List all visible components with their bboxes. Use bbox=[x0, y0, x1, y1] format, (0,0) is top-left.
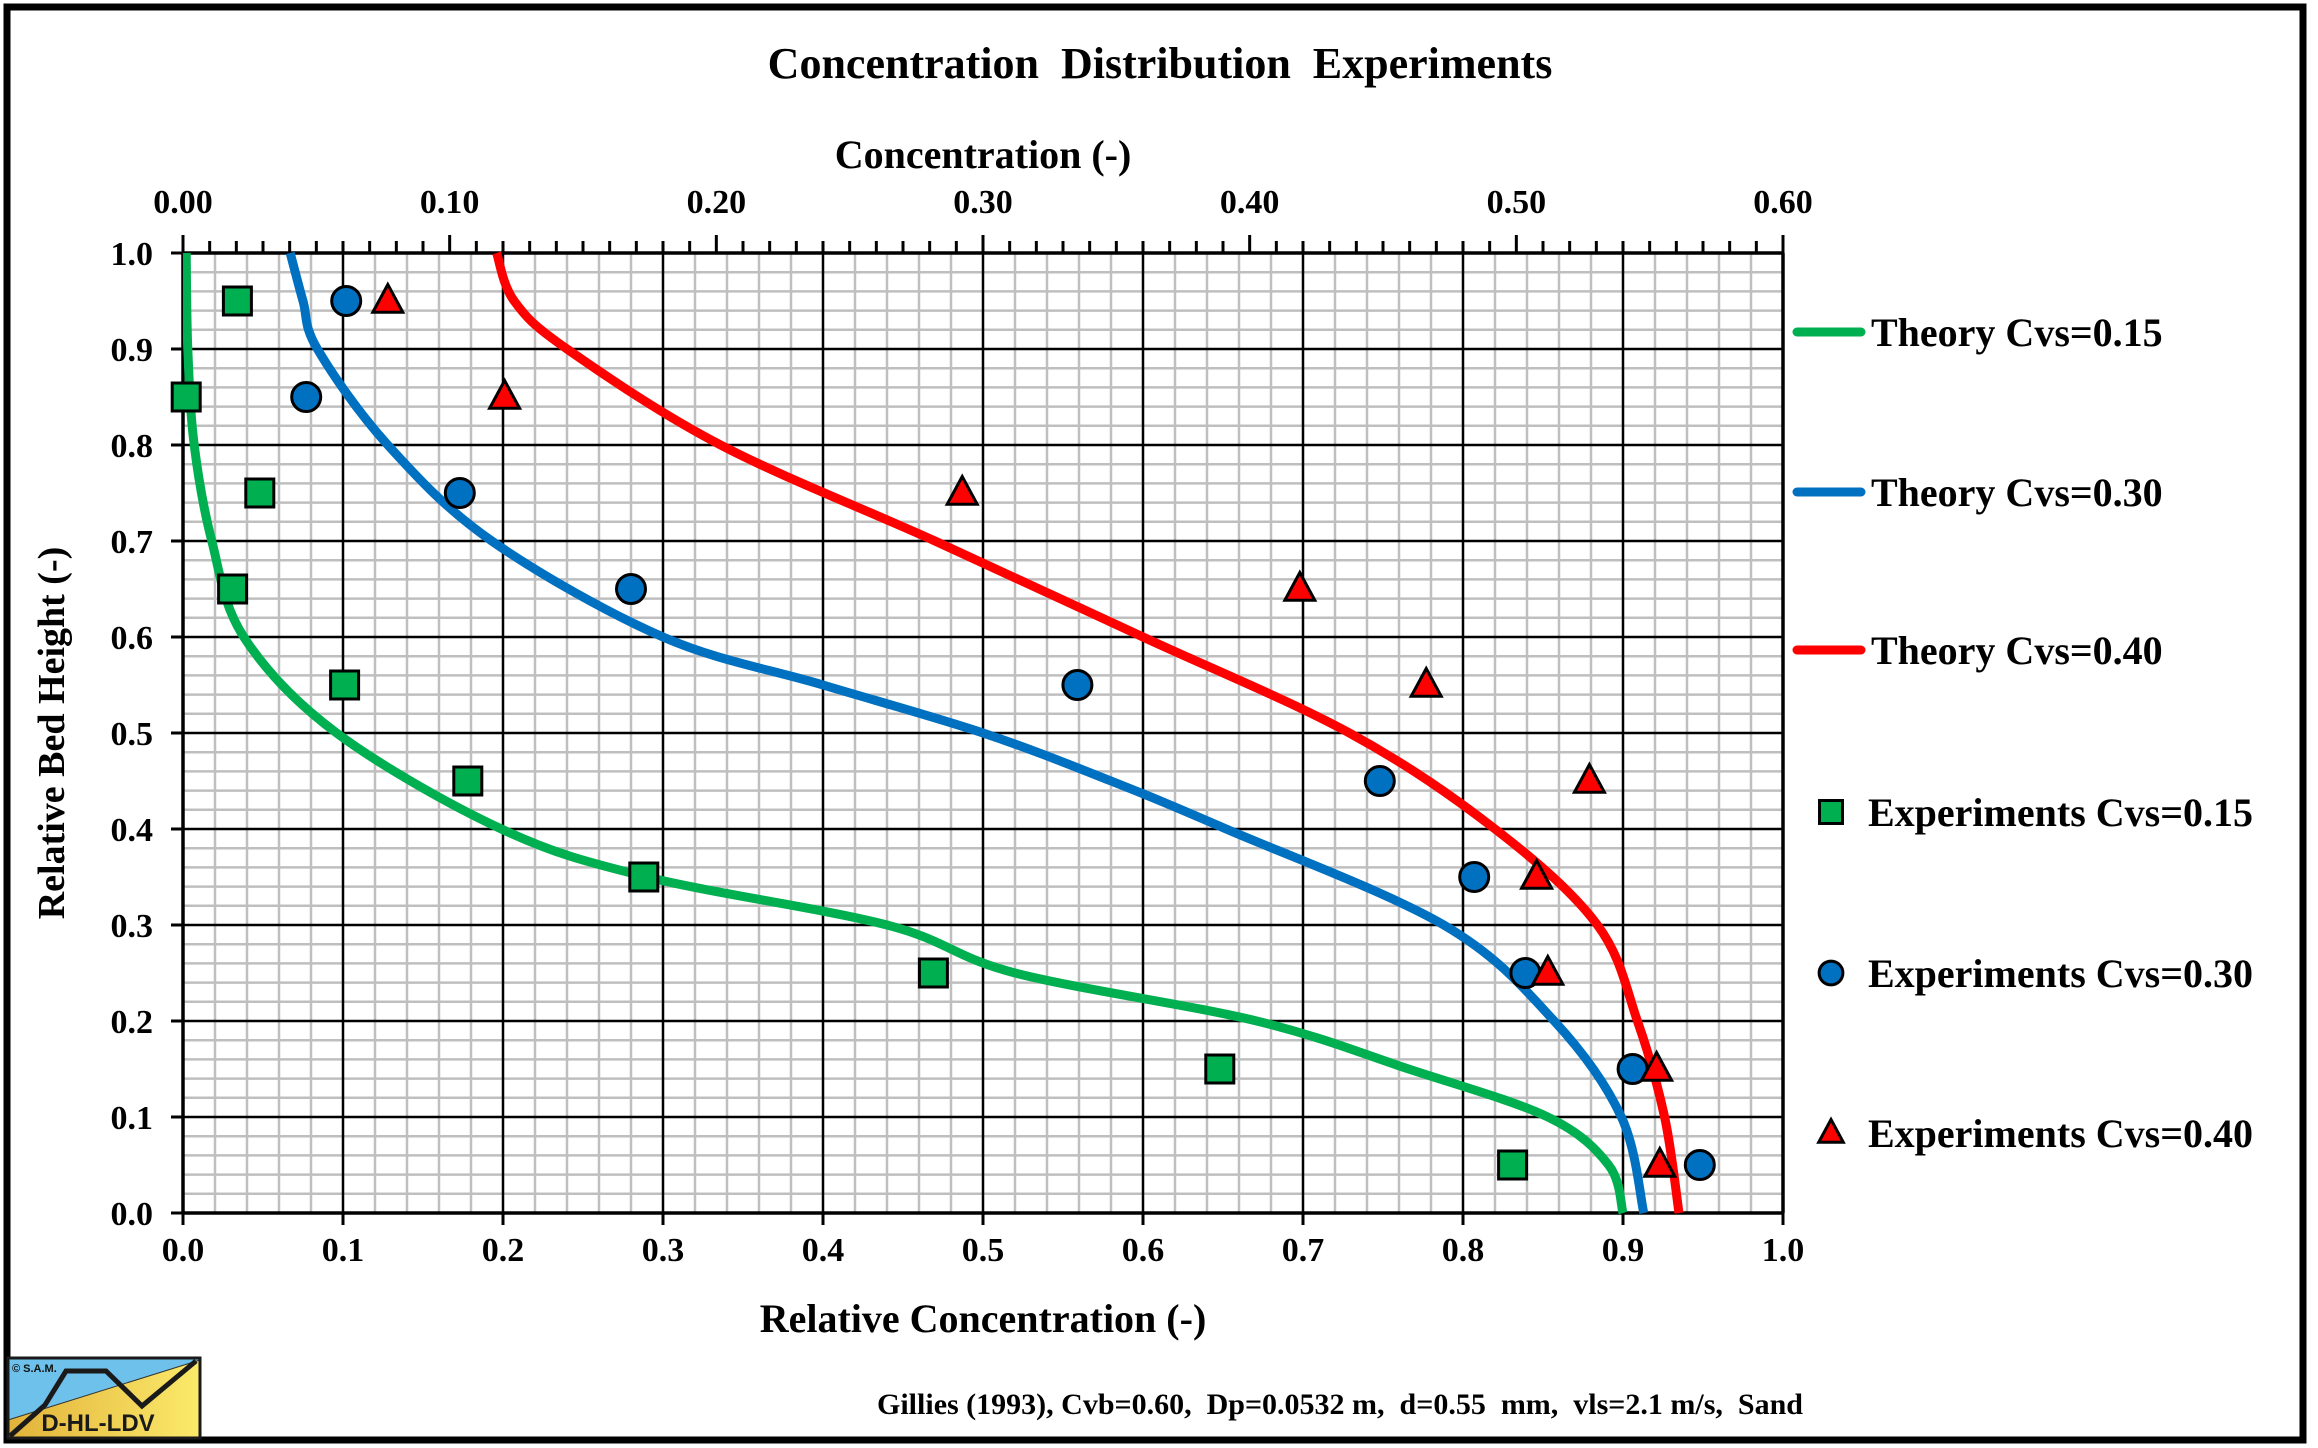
y-tick-label: 0.1 bbox=[111, 1100, 154, 1137]
experiment-square-point bbox=[628, 861, 660, 893]
x-tick-label: 0.7 bbox=[1282, 1232, 1325, 1269]
top-axis-tick-label: 0.60 bbox=[1753, 184, 1813, 221]
experiment-triangle-point bbox=[1571, 761, 1607, 794]
logo-copyright: © S.A.M. bbox=[12, 1363, 57, 1375]
legend-label: Theory Cvs=0.15 bbox=[1871, 310, 2163, 355]
experiment-square-point bbox=[1204, 1053, 1236, 1085]
experiment-square-point bbox=[452, 765, 484, 797]
experiment-triangle-point bbox=[1639, 1049, 1675, 1082]
experiment-circle-point bbox=[1363, 765, 1396, 797]
y-tick-label: 0.7 bbox=[111, 524, 154, 561]
experiment-circle-point bbox=[330, 285, 363, 317]
experiment-circle-point bbox=[290, 381, 323, 413]
x-tick-label: 0.6 bbox=[1122, 1232, 1165, 1269]
experiment-markers bbox=[170, 281, 1716, 1181]
parameters-annotation: Gillies (1993), Cvb=0.60, Dp=0.0532 m, d… bbox=[877, 1388, 1803, 1421]
legend-marker-triangle bbox=[1816, 1116, 1846, 1144]
y-tick-label: 0.0 bbox=[111, 1196, 154, 1233]
experiment-circle-point bbox=[1061, 669, 1094, 701]
theory-curve-3 bbox=[492, 251, 1684, 1214]
logo: © S.A.M. D-HL-LDV bbox=[6, 1356, 202, 1440]
x-axis-title: Relative Concentration (-) bbox=[760, 1296, 1207, 1341]
experiment-square-point bbox=[170, 381, 202, 413]
logo-profile-line bbox=[8, 1359, 198, 1438]
x-tick-label: 0.3 bbox=[642, 1232, 685, 1269]
top-axis-tick-label: 0.50 bbox=[1487, 184, 1547, 221]
y-tick-label: 0.5 bbox=[111, 716, 154, 753]
logo-frame bbox=[6, 1356, 202, 1440]
y-tick-label: 0.3 bbox=[111, 908, 154, 945]
x-tick-label: 0.0 bbox=[162, 1232, 205, 1269]
legend-label: Theory Cvs=0.30 bbox=[1871, 470, 2163, 515]
y-tick-label: 1.0 bbox=[111, 236, 154, 273]
top-axis-tick-label: 0.40 bbox=[1220, 184, 1280, 221]
y-tick-label: 0.6 bbox=[111, 620, 154, 657]
legend-label: Theory Cvs=0.40 bbox=[1871, 628, 2163, 673]
experiment-square-point bbox=[1497, 1149, 1529, 1181]
chart-border bbox=[3, 3, 2307, 1444]
chart-title: Concentration Distribution Experiments bbox=[768, 39, 1553, 88]
experiment-triangle-point bbox=[1282, 569, 1318, 602]
experiment-triangle-point bbox=[1408, 665, 1444, 698]
x-tick-label: 0.1 bbox=[322, 1232, 365, 1269]
x-tick-labels: 0.0 0.1 0.2 0.3 0.4 0.5 0.6 0.7 0.8 0.9 1.0 bbox=[162, 1232, 1805, 1269]
x-tick-label: 0.5 bbox=[962, 1232, 1005, 1269]
y-tick-label: 0.4 bbox=[111, 812, 154, 849]
legend-label: Experiments Cvs=0.30 bbox=[1868, 951, 2253, 996]
top-axis-tick-label: 0.00 bbox=[153, 184, 213, 221]
experiment-triangle-point bbox=[1642, 1145, 1678, 1178]
top-axis-title: Concentration (-) bbox=[835, 132, 1132, 177]
legend-label: Experiments Cvs=0.40 bbox=[1868, 1111, 2253, 1156]
logo-label: D-HL-LDV bbox=[41, 1410, 154, 1437]
experiment-square-point bbox=[917, 957, 949, 989]
x-tick-label: 1.0 bbox=[1762, 1232, 1805, 1269]
theory-curve-2 bbox=[285, 251, 1649, 1215]
experiment-circle-point bbox=[1683, 1149, 1716, 1181]
experiment-triangle-point bbox=[1519, 857, 1555, 890]
top-axis-tick-label: 0.30 bbox=[953, 184, 1013, 221]
legend-marker-square bbox=[1818, 799, 1844, 825]
experiment-square-point bbox=[221, 285, 253, 317]
experiment-square-point bbox=[329, 669, 361, 701]
y-tick-labels: 0.0 0.1 0.2 0.3 0.4 0.5 0.6 0.7 0.8 0.9 1.0 bbox=[111, 236, 154, 1233]
top-axis-tick-label: 0.10 bbox=[420, 184, 480, 221]
x-tick-label: 0.8 bbox=[1442, 1232, 1485, 1269]
legend-label: Experiments Cvs=0.15 bbox=[1868, 790, 2253, 835]
top-axis-tick-labels: 0.00 0.10 0.20 0.30 0.40 0.50 0.60 bbox=[153, 184, 1813, 221]
experiment-square-point bbox=[217, 573, 249, 605]
y-tick-label: 0.9 bbox=[111, 332, 154, 369]
experiment-circle-point bbox=[615, 573, 647, 605]
experiment-triangle-point bbox=[1530, 953, 1566, 986]
experiment-triangle-point bbox=[487, 377, 523, 410]
logo-ground bbox=[8, 1360, 200, 1438]
x-tick-label: 0.4 bbox=[802, 1232, 845, 1269]
x-tick-label: 0.9 bbox=[1602, 1232, 1645, 1269]
major-gridlines bbox=[183, 253, 1783, 1213]
top-axis-tick-label: 0.20 bbox=[687, 184, 747, 221]
theory-curves bbox=[183, 251, 1684, 1215]
experiment-triangle-point bbox=[944, 473, 980, 506]
experiment-square-point bbox=[244, 477, 276, 509]
legend-marker-circle bbox=[1817, 959, 1845, 987]
theory-curve-1 bbox=[183, 252, 1628, 1215]
y-tick-label: 0.2 bbox=[111, 1004, 154, 1041]
experiment-circle-point bbox=[1458, 861, 1491, 893]
experiment-triangle-point bbox=[370, 281, 406, 314]
axes bbox=[171, 235, 1785, 1225]
y-axis-title: Relative Bed Height (-) bbox=[31, 547, 73, 920]
experiment-circle-point bbox=[443, 477, 476, 509]
legend: Theory Cvs=0.15 Theory Cvs=0.30 Theory Cvs… bbox=[1792, 310, 2253, 1156]
y-tick-label: 0.8 bbox=[111, 428, 154, 465]
x-tick-label: 0.2 bbox=[482, 1232, 525, 1269]
